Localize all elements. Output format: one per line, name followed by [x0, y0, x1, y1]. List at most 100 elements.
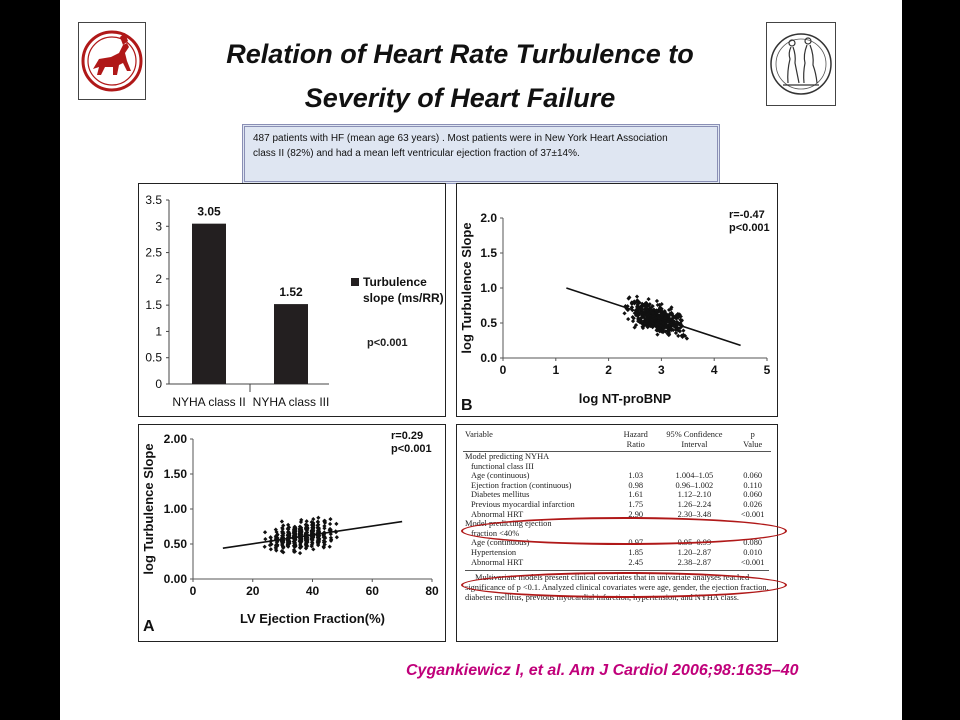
table-row: Ejection fraction (continuous) 0.98 0.96–1… [463, 481, 771, 491]
x-tick-label: 0 [190, 584, 197, 598]
y-tick-label: 3.5 [145, 193, 162, 207]
cell-p-value: 0.026 [743, 499, 763, 509]
p-value-stat: p<0.001 [391, 443, 432, 455]
hazard-ratio-table: Variable Hazard Ratio 95% Confidence Inter… [463, 429, 771, 567]
data-point [328, 521, 333, 527]
data-point [285, 526, 290, 531]
cell-p-value: 0.010 [743, 547, 763, 557]
slide: Relation of Heart Rate Turbulence to Sev… [60, 0, 902, 720]
correlation-stat: r=-0.47 [729, 209, 765, 221]
data-point [315, 530, 320, 536]
header-hazard-ratio: Hazard Ratio [617, 429, 654, 452]
bar-2 [274, 304, 308, 384]
data-point [327, 544, 332, 549]
study-info-box: 487 patients with HF (mean age 63 years)… [242, 124, 720, 184]
y-tick-label: 0.5 [480, 316, 497, 330]
data-point [286, 525, 292, 530]
data-point [305, 535, 310, 541]
data-point [640, 314, 645, 319]
x-tick-label: 40 [306, 584, 320, 598]
header-text: 95% Confidence [666, 430, 723, 439]
data-point [622, 311, 627, 316]
data-point [309, 520, 314, 525]
p-value-annotation: p<0.001 [367, 337, 408, 349]
cell-p-value: 0.060 [743, 490, 763, 500]
data-point [328, 538, 334, 543]
y-tick-label: 2.0 [480, 211, 497, 225]
cell-hazard-ratio: 1.85 [628, 547, 644, 557]
header-text: Hazard [623, 430, 648, 439]
engraving-logo-right [766, 22, 836, 106]
data-point [279, 519, 285, 524]
data-point [644, 319, 649, 324]
regression-line [566, 287, 741, 347]
data-point [642, 323, 647, 328]
table-row: Abnormal HRT 2.90 2.30–3.48 <0.001 [463, 510, 771, 520]
y-tick-label: 1 [155, 324, 162, 338]
cell-p-value: <0.001 [740, 557, 765, 567]
data-point [322, 526, 327, 531]
cell-confidence-interval: 1.26–2.24 [677, 499, 712, 509]
citation: Cygankiewicz I, et al. Am J Cardiol 2006… [406, 662, 799, 679]
header-text: Variable [465, 430, 493, 439]
x-category-label: NYHA class III [253, 395, 330, 409]
data-point [293, 538, 298, 543]
data-point [650, 323, 655, 328]
y-tick-label: 0.5 [145, 351, 162, 365]
data-point [328, 517, 333, 522]
cell-hazard-ratio [617, 452, 654, 462]
data-point [263, 537, 268, 542]
x-tick-label: 2 [605, 363, 612, 377]
x-tick-label: 3 [658, 363, 665, 377]
cell-variable: Abnormal HRT [471, 509, 524, 519]
x-tick-label: 4 [711, 363, 718, 377]
data-point [650, 303, 655, 309]
data-point [304, 523, 309, 528]
correlation-stat: r=0.29 [391, 430, 423, 442]
cell-variable: Ejection fraction (continuous) [471, 480, 572, 490]
data-point [646, 296, 651, 302]
y-tick-label: 0.50 [164, 537, 188, 551]
y-tick-label: 2 [155, 272, 162, 286]
data-point [275, 539, 280, 544]
y-tick-label: 1.00 [164, 502, 188, 516]
x-tick-label: 1 [552, 363, 559, 377]
data-point [635, 313, 641, 318]
x-category-label: NYHA class II [172, 395, 245, 409]
cell-variable: Hypertension [471, 547, 517, 557]
info-line-2: class II (82%) and had a mean left ventr… [253, 148, 580, 159]
cell-variable: Previous myocardial infarction [471, 499, 575, 509]
cell-confidence-interval: 2.30–3.48 [677, 509, 712, 519]
cell-hazard-ratio [617, 462, 654, 472]
y-tick-label: 1.5 [145, 298, 162, 312]
data-point [334, 521, 339, 526]
data-point [262, 530, 268, 535]
bar-chart-panel: 0 0.5 1 1.5 2 2.5 3 3.5 3.05 NYHA class II 1.52 NYH… [138, 183, 446, 417]
y-tick-label: 1.50 [164, 467, 188, 481]
engraving-emblem-icon [770, 33, 832, 95]
table-row: Age (continuous) 1.03 1.004–1.05 0.060 [463, 471, 771, 481]
data-point [281, 529, 286, 535]
header-confidence-interval: 95% Confidence Interval [654, 429, 734, 452]
table-row: Model predicting NYHA [463, 452, 771, 462]
y-tick-label: 0.0 [480, 351, 497, 365]
cell-p-value: <0.001 [740, 509, 765, 519]
data-point [297, 551, 303, 556]
x-tick-label: 0 [500, 363, 507, 377]
scatter-lvef-chart: 0.00 0.50 1.00 1.50 2.00 0 20 40 60 80 r=0.29p<0.0… [141, 430, 439, 635]
cell-p-value [734, 452, 771, 462]
data-point [650, 310, 655, 316]
data-point [647, 302, 652, 307]
data-point [316, 515, 321, 520]
data-point [292, 533, 297, 538]
cell-variable: Model predicting NYHA [465, 452, 550, 461]
y-tick-label: 2.00 [164, 432, 188, 446]
cell-confidence-interval: 0.96–1.002 [675, 480, 714, 490]
highlight-oval-1 [461, 517, 787, 545]
slide-title-line-1: Relation of Heart Rate Turbulence to [226, 39, 694, 69]
p-value-stat: p<0.001 [729, 222, 770, 234]
cell-p-value: 0.110 [743, 480, 762, 490]
cell-hazard-ratio: 2.45 [628, 557, 644, 567]
data-point [654, 298, 660, 304]
cell-variable: Abnormal HRT [471, 557, 524, 567]
